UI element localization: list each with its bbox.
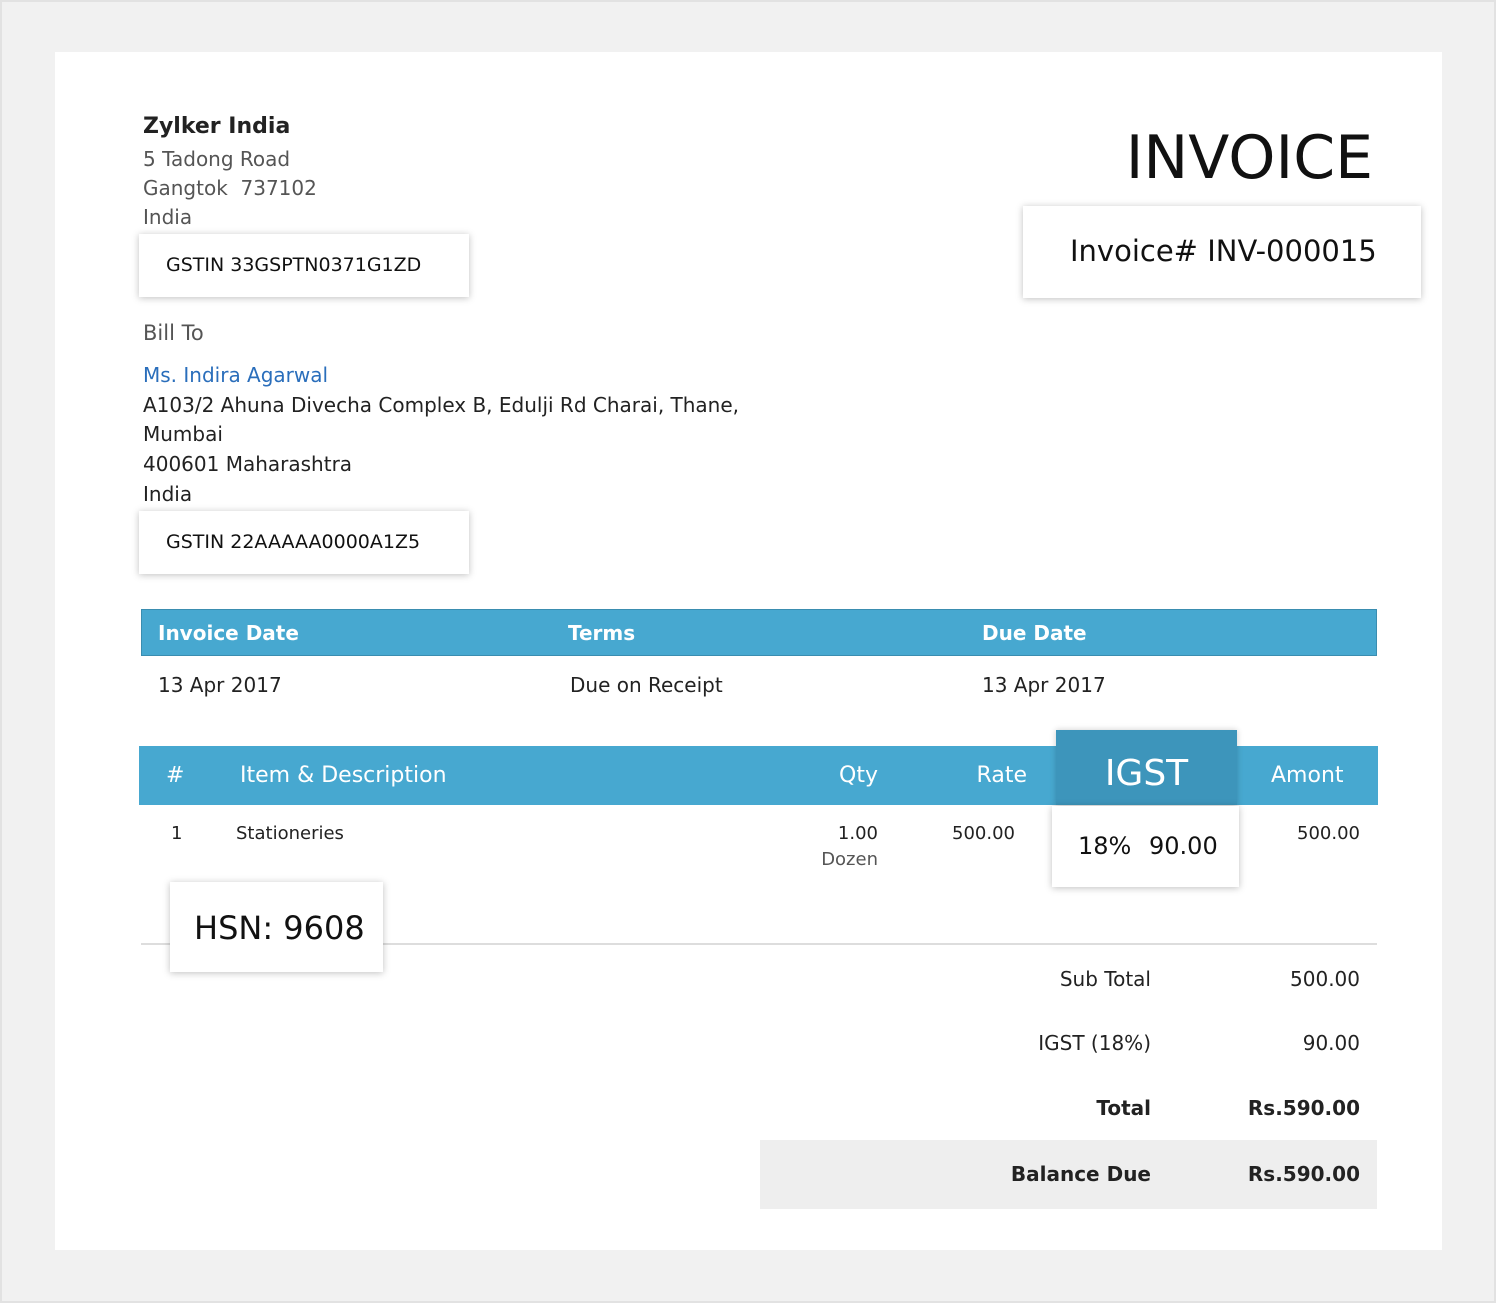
item-amount: 500.00	[1297, 823, 1360, 844]
invoice-number-box	[1023, 206, 1421, 298]
item-igst-rate: 18%	[1078, 832, 1132, 860]
total-value: Rs.590.00	[1247, 1096, 1360, 1120]
customer-address: 400601 Maharashtra	[143, 452, 353, 476]
divider	[141, 943, 1377, 945]
info-header-cell: Terms	[568, 621, 636, 645]
item-unit: Dozen	[821, 849, 878, 870]
invoice-title: INVOICE	[1125, 123, 1373, 193]
info-header	[141, 609, 1377, 656]
item-igst-amount: 90.00	[1149, 832, 1218, 860]
igst-header-box	[1056, 730, 1237, 805]
bill-to-label: Bill To	[143, 321, 204, 345]
customer-gstin: GSTIN 22AAAAA0000A1Z5	[166, 531, 421, 553]
total-value: 90.00	[1302, 1031, 1360, 1055]
items-header-cell: Item & Description	[240, 763, 447, 788]
total-label: Sub Total	[1059, 967, 1151, 991]
company-address: 5 Tadong Road	[143, 147, 291, 171]
customer-address: A103/2 Ahuna Divecha Complex B, Edulji R…	[143, 393, 740, 417]
customer-name: Ms. Indira Agarwal	[143, 363, 329, 387]
items-header-cell: Amont	[1271, 763, 1344, 788]
hsn-box	[170, 882, 383, 972]
invoice-number: Invoice# INV-000015	[1070, 234, 1377, 268]
info-cell: 13 Apr 2017	[158, 673, 282, 697]
total-value: 500.00	[1290, 967, 1360, 991]
balance-bg	[760, 1140, 1377, 1209]
item-name: Stationeries	[236, 823, 344, 844]
gstin-box	[139, 234, 469, 297]
company-address: Gangtok 737102	[143, 176, 317, 200]
hsn: HSN: 9608	[194, 909, 365, 947]
info-header-cell: Invoice Date	[158, 621, 299, 645]
items-header-cell: Rate	[976, 763, 1027, 788]
balance-label: Balance Due	[1010, 1162, 1151, 1186]
item-qty: 1.00	[837, 823, 878, 844]
item-index: 1	[171, 823, 183, 844]
company-gstin: GSTIN 33GSPTN0371G1ZD	[166, 254, 422, 276]
company-name: Zylker India	[143, 114, 291, 139]
item-rate: 500.00	[952, 823, 1015, 844]
customer-address: Mumbai	[143, 422, 223, 446]
items-header-cell: IGST	[1104, 753, 1189, 794]
items-header-cell: Qty	[839, 763, 878, 788]
total-label: Total	[1096, 1096, 1151, 1120]
igst-value-box	[1052, 806, 1239, 887]
gstin-box	[139, 511, 469, 574]
info-cell: 13 Apr 2017	[982, 673, 1106, 697]
info-header-cell: Due Date	[982, 621, 1087, 645]
info-cell: Due on Receipt	[570, 673, 723, 697]
items-header-cell: #	[166, 763, 185, 788]
total-label: IGST (18%)	[1038, 1031, 1151, 1055]
company-address: India	[143, 205, 193, 229]
customer-address: India	[143, 482, 193, 506]
balance-value: Rs.590.00	[1247, 1162, 1360, 1186]
